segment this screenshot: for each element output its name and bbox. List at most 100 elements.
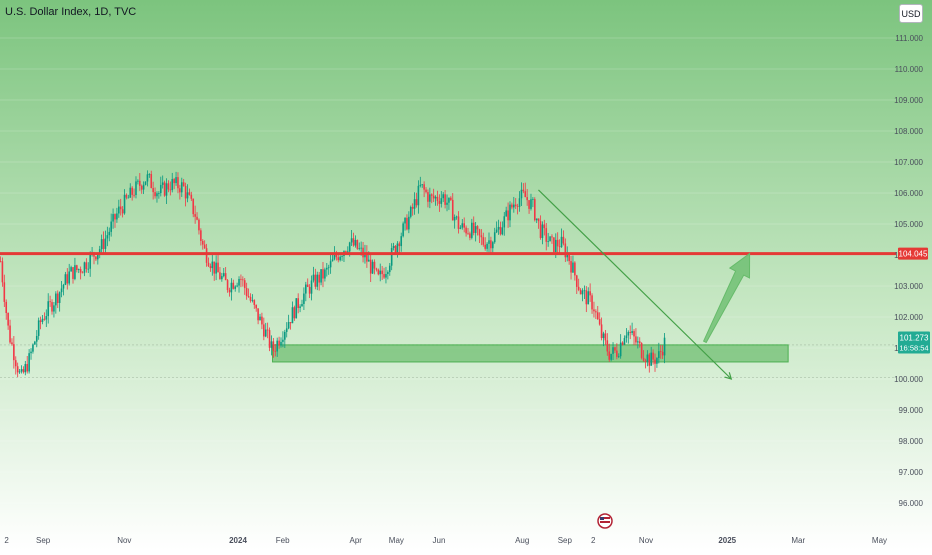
candle-body	[442, 194, 445, 199]
candle-body	[598, 319, 601, 325]
candle	[200, 228, 202, 246]
candle-body	[221, 276, 223, 280]
candle-body	[589, 291, 591, 296]
candle	[631, 322, 633, 336]
candle-body	[400, 236, 403, 247]
candle-body	[541, 224, 544, 238]
candle	[593, 301, 595, 318]
candle	[249, 293, 252, 303]
candle-body	[62, 284, 65, 289]
candle	[68, 263, 70, 286]
candle	[60, 280, 63, 298]
candle	[514, 198, 517, 210]
candle	[404, 217, 406, 231]
candle	[1, 257, 4, 287]
candle-body	[596, 312, 599, 320]
candle	[522, 183, 525, 194]
y-tick-label: 102.000	[894, 313, 923, 322]
candle	[446, 194, 448, 212]
candle-body	[663, 337, 666, 356]
candle-body	[659, 351, 662, 353]
candle	[255, 304, 257, 312]
candle	[537, 218, 540, 229]
candle	[482, 232, 485, 247]
candle-body	[522, 189, 525, 192]
candle-body	[131, 187, 133, 195]
candle-body	[539, 221, 542, 238]
candle-body	[34, 341, 36, 345]
candle-body	[270, 341, 273, 348]
candle-body	[140, 185, 143, 190]
candle	[7, 312, 9, 330]
candle-body	[459, 227, 462, 229]
candle	[417, 180, 420, 214]
candle	[480, 229, 483, 246]
candle-body	[234, 286, 237, 289]
candle-body	[398, 243, 401, 247]
candle	[505, 206, 507, 217]
candle	[455, 215, 458, 220]
drawings-group	[538, 189, 751, 380]
candle	[564, 238, 567, 262]
candle	[650, 346, 652, 366]
candle-body	[77, 269, 80, 270]
candle-body	[314, 274, 317, 287]
candle-body	[138, 180, 141, 186]
candle-body	[348, 242, 351, 252]
candle-body	[566, 254, 569, 258]
candle-body	[276, 340, 278, 352]
candle	[469, 231, 471, 241]
candle	[234, 285, 237, 292]
candle	[406, 214, 408, 231]
candle	[43, 312, 46, 321]
candle	[238, 276, 240, 293]
currency-button[interactable]: USD	[899, 4, 923, 23]
candle	[45, 309, 48, 328]
x-tick-label: Nov	[639, 536, 653, 545]
candle	[352, 232, 355, 247]
candle-body	[135, 181, 137, 195]
candle	[602, 331, 605, 347]
candle	[436, 190, 439, 206]
candle-body	[646, 354, 649, 362]
candle	[547, 232, 549, 247]
candle	[47, 293, 50, 324]
candle-body	[53, 305, 55, 312]
level-price-badge	[898, 247, 928, 260]
candle-body	[287, 322, 290, 329]
candle-body	[121, 209, 124, 214]
candle	[526, 189, 528, 206]
candle	[503, 212, 506, 236]
candle-body	[68, 271, 70, 284]
candle-body	[188, 192, 191, 195]
candle	[318, 271, 320, 291]
candle-body	[60, 288, 63, 293]
candle-body	[625, 335, 628, 339]
candle-body	[602, 333, 605, 339]
candle	[224, 266, 227, 281]
candle-body	[165, 183, 168, 196]
candle-body	[379, 270, 382, 275]
candle	[209, 263, 212, 272]
candle	[484, 237, 486, 251]
candle	[186, 184, 189, 203]
candle-body	[213, 261, 216, 274]
candle	[520, 182, 523, 206]
candle	[549, 236, 551, 242]
candle	[247, 288, 250, 298]
candle-body	[41, 318, 44, 322]
candle-body	[49, 301, 51, 303]
candle	[583, 285, 586, 299]
x-tick-label: Aug	[515, 536, 529, 545]
candle-body	[337, 257, 340, 261]
us-flag-icon[interactable]	[597, 513, 613, 529]
candle-body	[572, 262, 574, 273]
x-tick-label: Nov	[117, 536, 131, 545]
candle-body	[182, 182, 185, 187]
candle-body	[200, 230, 202, 241]
candle	[81, 271, 84, 274]
candle	[577, 278, 580, 292]
candle	[211, 253, 214, 276]
candle	[62, 283, 65, 296]
